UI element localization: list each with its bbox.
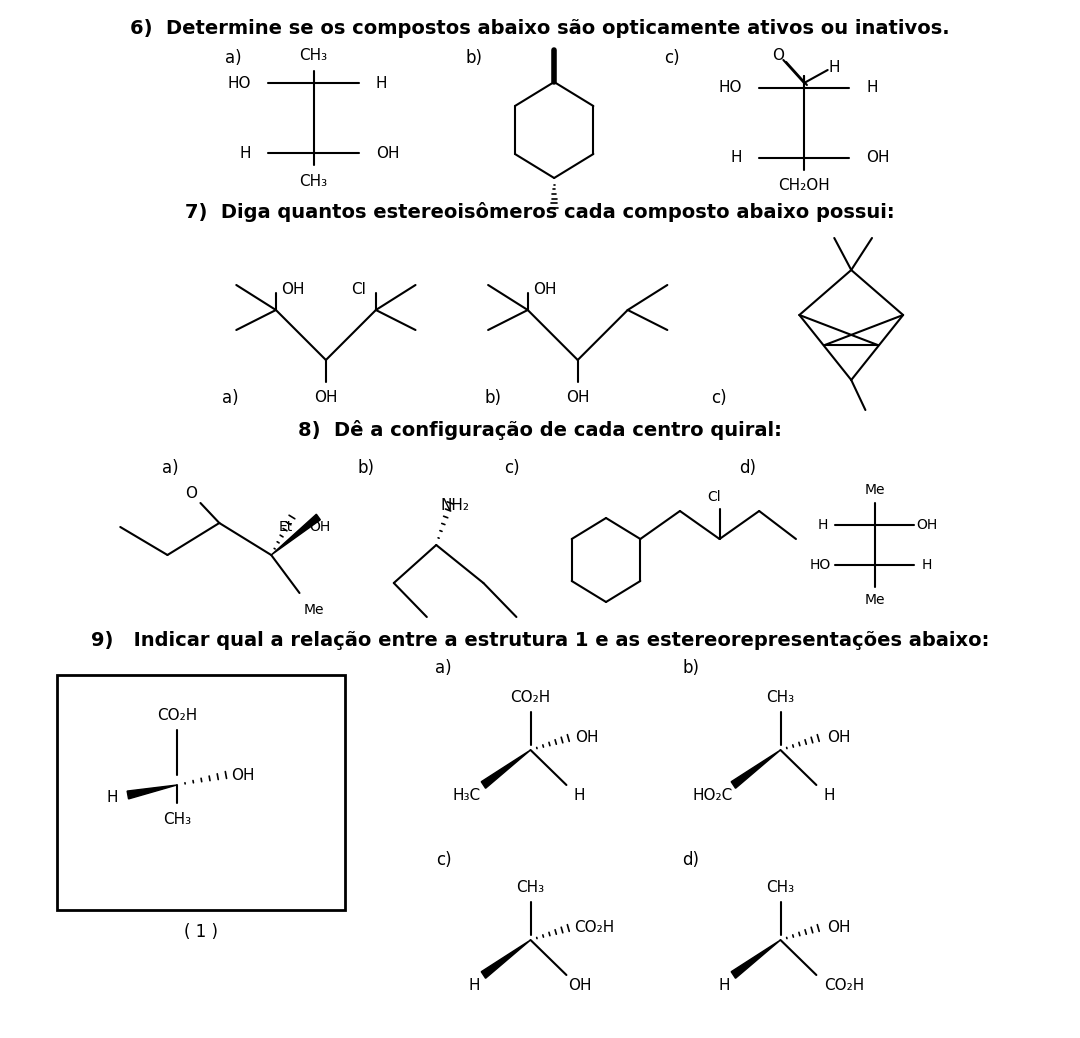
Text: CH₃: CH₃ — [163, 813, 191, 827]
Text: H: H — [866, 81, 878, 95]
Text: NH₂: NH₂ — [441, 497, 470, 513]
Text: H: H — [921, 558, 932, 572]
Polygon shape — [731, 940, 781, 978]
Text: CH₃: CH₃ — [516, 880, 544, 896]
Text: d): d) — [683, 851, 700, 869]
Text: H: H — [824, 788, 835, 802]
Text: OH: OH — [314, 390, 338, 406]
Text: HO: HO — [228, 76, 252, 90]
Text: c): c) — [712, 389, 727, 407]
Text: OH: OH — [281, 282, 305, 298]
Polygon shape — [127, 785, 177, 799]
Text: OH: OH — [576, 731, 599, 745]
Text: Et: Et — [279, 520, 293, 534]
Text: HO₂C: HO₂C — [692, 788, 732, 802]
Text: CO₂H: CO₂H — [824, 978, 865, 992]
Text: H: H — [828, 60, 840, 76]
Text: OH: OH — [231, 767, 255, 783]
Text: Me: Me — [865, 483, 886, 497]
Text: a): a) — [222, 389, 239, 407]
Text: CH₃: CH₃ — [299, 173, 327, 189]
Text: OH: OH — [827, 731, 851, 745]
Text: OH: OH — [376, 145, 400, 161]
Text: HO: HO — [810, 558, 831, 572]
Polygon shape — [482, 750, 530, 788]
Text: CH₃: CH₃ — [767, 690, 795, 706]
Text: OH: OH — [568, 978, 592, 992]
Text: b): b) — [357, 459, 374, 477]
Text: OH: OH — [916, 518, 937, 532]
Text: H₃C: H₃C — [453, 788, 481, 802]
Text: Me: Me — [865, 593, 886, 607]
Polygon shape — [731, 750, 781, 788]
Text: CO₂H: CO₂H — [157, 708, 197, 722]
Text: HO: HO — [718, 81, 742, 95]
Text: H: H — [469, 978, 480, 992]
Text: c): c) — [664, 49, 679, 67]
Text: OH: OH — [532, 282, 556, 298]
Text: 6)  Determine se os compostos abaixo são opticamente ativos ou inativos.: 6) Determine se os compostos abaixo são … — [131, 19, 949, 37]
Text: b): b) — [484, 389, 501, 407]
Text: c): c) — [504, 459, 519, 477]
Text: H: H — [730, 151, 742, 165]
Text: 9)   Indicar qual a relação entre a estrutura 1 e as estereorepresentações abaix: 9) Indicar qual a relação entre a estrut… — [91, 630, 989, 650]
Text: H: H — [240, 145, 252, 161]
Text: O: O — [185, 486, 197, 500]
Text: CH₃: CH₃ — [767, 880, 795, 896]
Text: CO₂H: CO₂H — [511, 690, 551, 706]
Text: CH₃: CH₃ — [299, 48, 327, 62]
Text: b): b) — [683, 659, 700, 677]
Text: c): c) — [436, 851, 451, 869]
Text: Cl: Cl — [707, 490, 720, 504]
Text: H: H — [718, 978, 730, 992]
Text: a): a) — [435, 659, 453, 677]
Text: H: H — [818, 518, 828, 532]
Text: Me: Me — [303, 603, 324, 617]
Text: O: O — [772, 49, 784, 63]
Text: OH: OH — [310, 520, 330, 534]
Text: b): b) — [465, 49, 483, 67]
Text: d): d) — [739, 459, 756, 477]
Text: Cl: Cl — [351, 282, 366, 298]
Text: H: H — [107, 790, 119, 804]
Text: OH: OH — [866, 151, 890, 165]
Text: a): a) — [225, 49, 242, 67]
Polygon shape — [271, 514, 321, 555]
Text: 8)  Dê a configuração de cada centro quiral:: 8) Dê a configuração de cada centro quir… — [298, 420, 782, 440]
Text: H: H — [376, 76, 388, 90]
Polygon shape — [482, 940, 530, 978]
Text: CH₂OH: CH₂OH — [779, 179, 829, 193]
Text: 7)  Diga quantos estereoisômeros cada composto abaixo possui:: 7) Diga quantos estereoisômeros cada com… — [185, 202, 895, 222]
Text: OH: OH — [566, 390, 590, 406]
Text: ( 1 ): ( 1 ) — [184, 923, 218, 941]
Text: CO₂H: CO₂H — [575, 921, 615, 935]
Text: OH: OH — [827, 921, 851, 935]
Text: a): a) — [162, 459, 178, 477]
Text: H: H — [573, 788, 585, 802]
Bar — [57, 675, 345, 910]
